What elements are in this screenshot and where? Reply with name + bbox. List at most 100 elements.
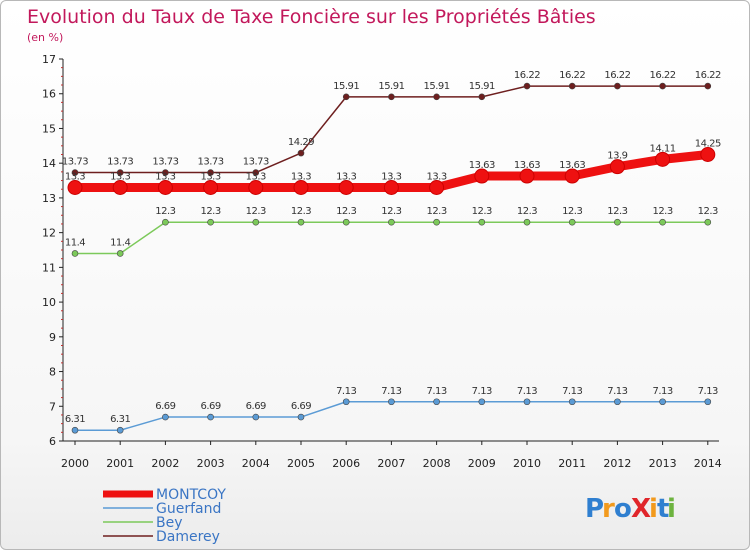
x-tick-label: 2004 (242, 457, 270, 470)
data-label-guerfand: 7.13 (381, 386, 401, 397)
data-point-guerfand (568, 398, 576, 406)
y-tick-label: 9 (49, 331, 56, 344)
data-label-bey: 12.3 (155, 206, 175, 217)
data-label-damerey: 13.73 (243, 157, 269, 168)
data-label-bey: 12.3 (562, 206, 582, 217)
data-label-damerey: 16.22 (695, 70, 721, 81)
x-tick-label: 2007 (377, 457, 405, 470)
data-label-guerfand: 7.13 (336, 386, 356, 397)
data-point-bey (252, 218, 260, 226)
data-point-guerfand (478, 398, 486, 406)
data-point-damerey (162, 169, 169, 176)
data-point-montcoy (383, 179, 399, 195)
x-tick-label: 2009 (468, 457, 496, 470)
proxiti-logo: Pr o Xi ti (585, 494, 676, 524)
data-label-montcoy: 13.3 (65, 171, 85, 182)
data-label-guerfand: 7.13 (698, 386, 718, 397)
data-label-bey: 12.3 (607, 206, 627, 217)
data-point-montcoy (609, 159, 625, 175)
logo-letter: r (602, 494, 615, 524)
data-point-guerfand (116, 426, 124, 434)
data-label-guerfand: 6.31 (65, 414, 85, 425)
data-label-guerfand: 6.69 (155, 401, 175, 412)
logo-letter: X (631, 494, 651, 524)
data-point-damerey (614, 82, 621, 90)
data-point-montcoy (67, 179, 83, 195)
data-point-montcoy (293, 179, 309, 195)
data-label-damerey: 13.73 (152, 157, 178, 168)
data-label-bey: 12.3 (698, 206, 718, 217)
data-point-guerfand (388, 398, 395, 406)
logo-letter: i (649, 494, 658, 524)
y-tick-group: 6 7 8 9 10 11 12 13 14 15 16 17 (42, 53, 63, 448)
data-point-guerfand (252, 413, 260, 421)
data-label-group: 13.73 13.73 13.73 13.73 13.73 14.29 15.91 15.91… (62, 70, 722, 425)
y-tick-label: 14 (42, 157, 56, 170)
y-tick-label: 11 (42, 261, 56, 274)
data-point-bey (614, 218, 621, 226)
x-tick-label: 2001 (106, 457, 134, 470)
data-point-montcoy (248, 179, 264, 195)
data-point-guerfand (614, 398, 621, 406)
data-point-guerfand (523, 398, 531, 406)
data-point-guerfand (207, 413, 214, 421)
data-point-montcoy (700, 147, 716, 162)
data-point-montcoy (157, 179, 173, 195)
data-point-bey (71, 250, 79, 257)
data-point-bey (704, 218, 712, 226)
y-tick-label: 12 (42, 227, 56, 240)
data-point-bey (162, 218, 169, 226)
data-point-bey (116, 250, 124, 257)
data-point-bey (478, 218, 486, 226)
data-label-damerey: 15.91 (469, 81, 495, 92)
data-label-damerey: 13.73 (107, 157, 133, 168)
data-point-guerfand (71, 426, 79, 434)
data-label-montcoy: 13.3 (110, 171, 130, 182)
data-label-bey: 12.3 (336, 206, 356, 217)
data-point-montcoy (429, 179, 445, 195)
data-point-bey (388, 218, 395, 226)
data-point-bey (568, 218, 576, 226)
data-label-damerey: 15.91 (424, 81, 450, 92)
x-tick-label: 2005 (287, 457, 315, 470)
data-label-bey: 12.3 (200, 206, 220, 217)
data-label-bey: 12.3 (652, 206, 672, 217)
data-point-montcoy (474, 168, 490, 184)
data-label-damerey: 16.22 (650, 70, 676, 81)
y-tick-label: 10 (42, 296, 56, 309)
x-tick-label: 2011 (558, 457, 586, 470)
data-point-damerey (568, 82, 576, 90)
y-tick-label: 13 (42, 192, 56, 205)
data-label-guerfand: 7.13 (562, 386, 582, 397)
data-point-damerey (659, 82, 666, 90)
data-point-damerey (116, 169, 124, 176)
legend-label-guerfand: Guerfand (156, 501, 221, 517)
data-label-guerfand: 7.13 (472, 386, 492, 397)
data-point-montcoy (519, 168, 535, 184)
data-label-bey: 12.3 (381, 206, 401, 217)
data-label-guerfand: 6.69 (200, 401, 220, 412)
data-label-montcoy: 13.63 (469, 160, 495, 171)
data-label-guerfand: 7.13 (517, 386, 537, 397)
data-label-damerey: 15.91 (333, 81, 359, 92)
chart-title: Evolution du Taux de Taxe Foncière sur l… (27, 6, 596, 28)
data-label-montcoy: 14.25 (695, 139, 721, 150)
data-label-montcoy: 13.3 (426, 171, 446, 182)
data-point-damerey (297, 149, 305, 157)
series-group (67, 82, 716, 434)
data-point-damerey (523, 82, 531, 90)
data-point-montcoy (564, 168, 580, 184)
series-line-bey (74, 221, 709, 255)
data-point-bey (523, 218, 531, 226)
x-tick-label: 2008 (423, 457, 451, 470)
data-label-bey: 11.4 (65, 237, 85, 248)
data-point-guerfand (433, 398, 440, 406)
y-tick-label: 15 (42, 122, 56, 135)
data-point-montcoy (655, 151, 671, 167)
logo-letter: i (667, 494, 676, 524)
data-point-damerey (388, 93, 395, 101)
data-point-damerey (252, 169, 260, 176)
data-point-damerey (342, 93, 350, 101)
